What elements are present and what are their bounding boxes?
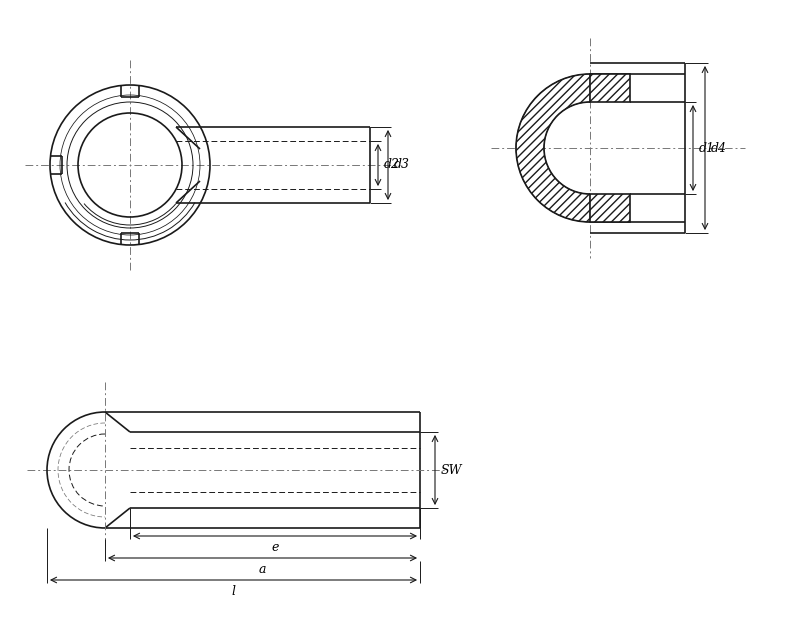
Text: d4: d4 bbox=[711, 142, 727, 154]
Text: l: l bbox=[231, 585, 235, 598]
Wedge shape bbox=[516, 74, 590, 222]
Bar bbox=[590, 194, 630, 222]
Bar bbox=[590, 74, 630, 102]
Text: a: a bbox=[258, 563, 266, 576]
Text: d1: d1 bbox=[699, 142, 715, 154]
Text: d2: d2 bbox=[384, 158, 400, 172]
Text: e: e bbox=[271, 541, 278, 554]
Text: SW: SW bbox=[441, 463, 462, 476]
Text: d3: d3 bbox=[394, 158, 410, 172]
